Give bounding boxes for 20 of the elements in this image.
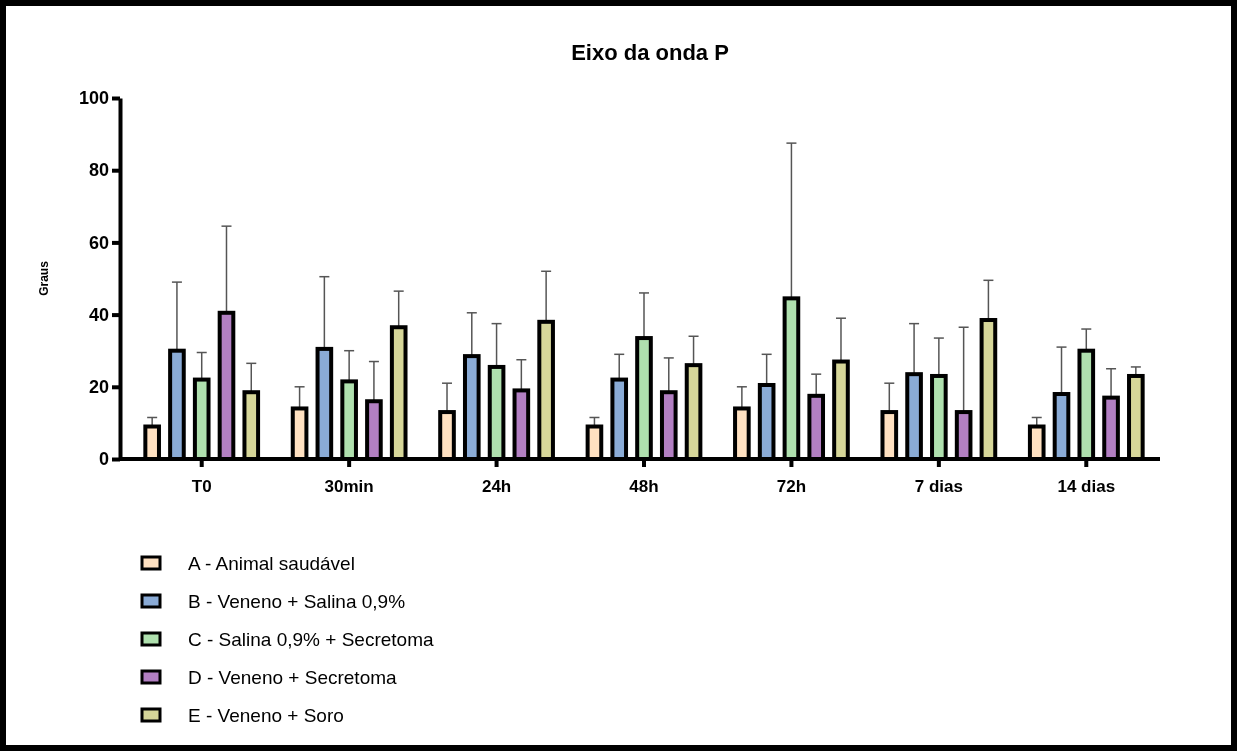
x-tick-label: 30min: [324, 477, 374, 497]
legend-label: E - Veneno + Soro: [188, 705, 344, 726]
x-tick-label: 48h: [629, 477, 659, 497]
y-tick-label: 20: [88, 377, 109, 398]
legend-label: B - Veneno + Salina 0,9%: [188, 591, 406, 612]
y-tick-label: 40: [88, 304, 109, 325]
legend-label: A - Animal saudável: [188, 553, 355, 574]
legend-label: D - Veneno + Secretoma: [188, 667, 398, 688]
x-tick-label: 24h: [481, 477, 512, 497]
y-tick-label: 0: [98, 449, 109, 470]
y-axis-title: Graus: [37, 260, 51, 296]
y-tick-label: 60: [88, 232, 109, 253]
x-tick-label: 72h: [776, 477, 807, 497]
chart-title: Eixo da onda P: [571, 40, 729, 65]
legend-label: C - Salina 0,9% + Secretoma: [188, 629, 434, 650]
x-tick-label: T0: [191, 477, 212, 497]
x-tick-label: 14 dias: [1057, 477, 1116, 497]
y-tick-label: 100: [78, 88, 109, 109]
y-tick-label: 80: [88, 160, 109, 181]
x-tick-label: 7 dias: [914, 477, 963, 497]
